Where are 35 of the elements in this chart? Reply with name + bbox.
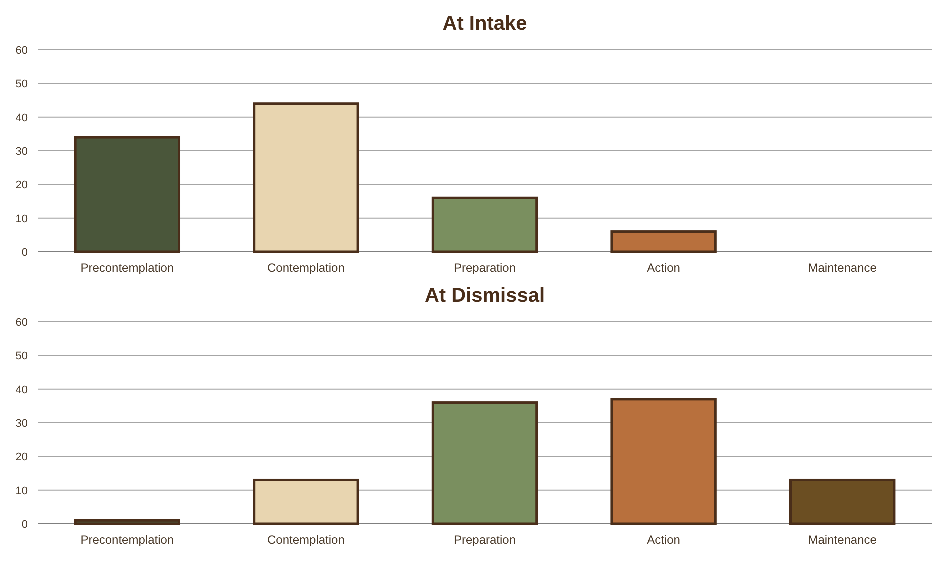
- x-tick-label: Precontemplation: [80, 261, 174, 275]
- bar: [790, 478, 896, 526]
- x-tick-label: Maintenance: [808, 533, 878, 547]
- x-tick-label: Preparation: [454, 533, 516, 547]
- y-tick-label: 30: [16, 418, 28, 430]
- y-tick-label: 50: [16, 78, 28, 91]
- y-tick-label: 50: [16, 350, 28, 363]
- x-tick-label: Preparation: [454, 261, 516, 275]
- bar: [253, 478, 360, 526]
- chart-title: At Dismissal: [424, 285, 546, 307]
- x-tick-label: Maintenance: [808, 261, 878, 275]
- bar: [253, 102, 360, 254]
- y-tick-label: 20: [16, 180, 28, 192]
- y-tick-label: 60: [16, 45, 28, 57]
- chart-title: At Intake: [442, 13, 528, 35]
- y-tick-label: 20: [16, 452, 28, 464]
- x-tick-label: Action: [647, 533, 680, 547]
- x-tick-label: Contemplation: [268, 261, 345, 275]
- y-tick-label: 40: [16, 112, 28, 124]
- x-tick-label: Contemplation: [268, 533, 345, 547]
- bar: [432, 196, 538, 254]
- y-tick-label: 60: [16, 317, 28, 329]
- y-tick-label: 0: [22, 519, 28, 531]
- x-tick-label: Action: [647, 261, 680, 275]
- bar: [432, 402, 538, 526]
- bar: [610, 230, 717, 254]
- x-tick-label: Precontemplation: [80, 533, 174, 547]
- y-tick-label: 40: [16, 384, 28, 396]
- bar: [74, 519, 180, 526]
- bar: [74, 136, 180, 254]
- y-tick-label: 30: [16, 146, 28, 158]
- bar: [610, 398, 717, 526]
- y-tick-label: 10: [16, 485, 28, 498]
- y-tick-label: 10: [16, 213, 28, 226]
- y-tick-label: 0: [22, 247, 28, 259]
